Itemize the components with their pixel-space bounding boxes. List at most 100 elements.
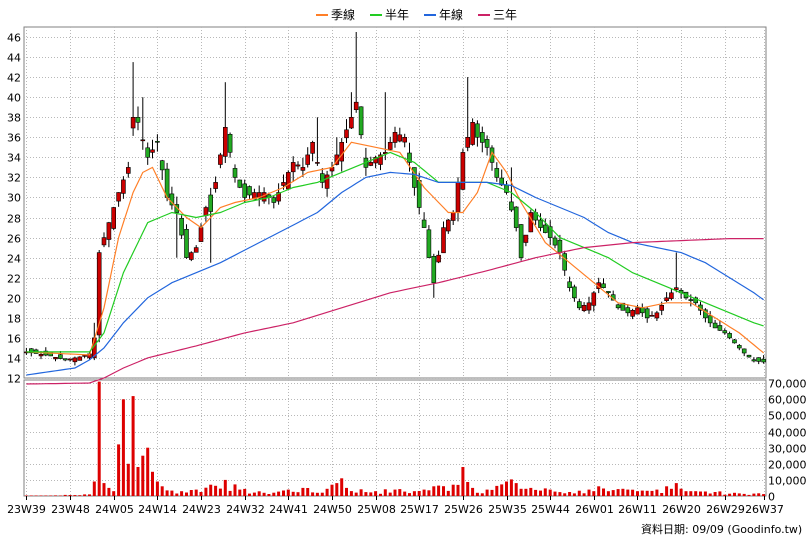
candle-body — [285, 172, 291, 190]
volume-bar — [645, 490, 649, 496]
volume-bar — [539, 490, 542, 496]
candle-body — [586, 302, 592, 311]
volume-bar — [354, 492, 358, 496]
volume-bar — [422, 489, 426, 496]
candle-body — [722, 330, 728, 334]
price-tick-label: 18 — [7, 313, 21, 326]
volume-bar — [408, 493, 411, 496]
volume-bar — [602, 488, 605, 496]
volume-bar — [345, 487, 348, 496]
volume-bar — [228, 490, 232, 496]
candle-body — [261, 192, 267, 202]
candle-body — [387, 142, 393, 150]
x-tick-label: 26W37 — [745, 503, 784, 516]
volume-bar — [606, 491, 610, 496]
candle-body — [431, 255, 437, 284]
candle-body — [271, 197, 277, 203]
volume-bar — [325, 488, 329, 496]
volume-bar — [262, 492, 266, 496]
candle-body — [523, 234, 529, 243]
candle-body — [436, 254, 441, 263]
price-tick-label: 22 — [7, 273, 21, 286]
volume-bar — [728, 493, 732, 496]
volume-bar — [24, 495, 28, 496]
volume-bar — [466, 482, 470, 496]
volume-bar — [524, 488, 528, 496]
volume-bar — [214, 485, 218, 496]
candle-body — [741, 348, 747, 354]
volume-bar — [568, 492, 572, 496]
candle-body — [659, 304, 665, 311]
candle-body — [203, 207, 209, 216]
volume-bar — [257, 491, 261, 496]
volume-bar — [49, 495, 53, 496]
price-tick-label: 26 — [7, 233, 21, 246]
volume-bar — [306, 488, 310, 496]
candle-body — [213, 182, 218, 189]
candle-body — [746, 354, 752, 358]
volume-bar — [437, 485, 441, 496]
volume-bar — [165, 490, 169, 496]
volume-bar — [577, 490, 581, 496]
volume-bar — [359, 489, 363, 496]
price-tick-label: 38 — [7, 112, 21, 125]
volume-bar — [379, 493, 382, 496]
volume-bar — [248, 493, 251, 496]
candle-body — [96, 252, 102, 336]
volume-bar — [747, 494, 751, 496]
candle-body — [116, 192, 121, 202]
volume-bar — [587, 489, 591, 496]
price-tick-label: 34 — [7, 152, 21, 165]
volume-bar — [563, 493, 567, 496]
volume-bar — [621, 488, 625, 496]
candle-body — [445, 219, 451, 232]
candle-body — [77, 356, 83, 361]
x-tick-label: 25W44 — [531, 503, 570, 516]
candle-body — [237, 179, 243, 188]
legend-label: 三年 — [493, 8, 518, 22]
volume-bar — [519, 488, 523, 496]
candle-body — [707, 315, 713, 324]
volume-bar — [267, 494, 271, 496]
candle-body — [155, 141, 160, 143]
volume-bar — [296, 492, 300, 496]
legend-label: 季線 — [331, 8, 356, 22]
candle-body — [247, 186, 252, 196]
volume-bar — [199, 492, 203, 496]
candle-body — [373, 157, 378, 164]
volume-bar — [529, 487, 533, 496]
legend-item: 半年 — [370, 6, 409, 23]
volume-bar — [121, 399, 125, 496]
ma-line-季線 — [26, 141, 764, 356]
volume-bar — [674, 483, 678, 496]
candle-body — [712, 322, 718, 329]
volume-bar — [694, 491, 698, 496]
volume-bar — [485, 489, 489, 496]
volume-tick-label: 60,000 — [768, 394, 807, 407]
candle-body — [290, 162, 296, 173]
x-tick-label: 26W20 — [662, 503, 701, 516]
candle-body — [664, 297, 669, 301]
volume-bar — [723, 494, 727, 496]
candle-body — [513, 206, 519, 228]
candle-body — [426, 229, 432, 258]
price-tick-label: 14 — [7, 353, 21, 366]
volume-bar — [572, 493, 576, 496]
candle-body — [310, 142, 315, 154]
volume-bar — [592, 491, 596, 496]
volume-bar — [107, 487, 111, 496]
candle-body — [135, 117, 141, 123]
volume-bar — [112, 491, 116, 496]
candle-body — [58, 354, 63, 359]
candle-body — [121, 179, 126, 194]
footer-date-value: 09/09 — [692, 523, 724, 536]
candle-body — [353, 101, 359, 110]
price-tick-label: 42 — [7, 72, 21, 85]
candle-body — [736, 345, 742, 349]
volume-bar — [500, 484, 504, 496]
footer-date-label: 資料日期: — [641, 523, 689, 536]
volume-bar — [490, 489, 494, 496]
ma-line-三年 — [26, 238, 764, 385]
volume-bar — [733, 492, 736, 496]
volume-tick-label: 0 — [768, 491, 775, 504]
